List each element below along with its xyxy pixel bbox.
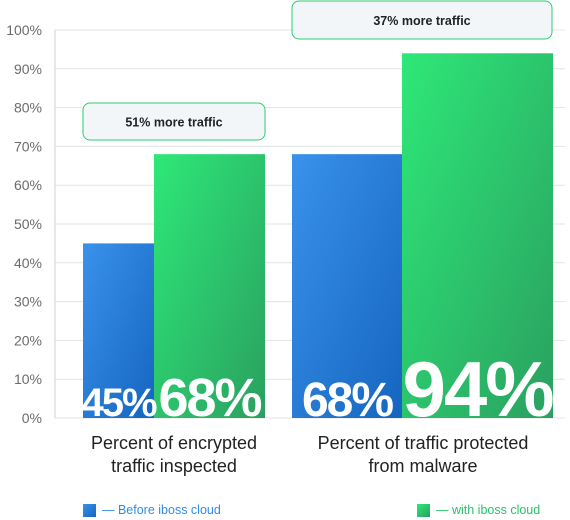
bar-value-label-with: 94% [402, 345, 553, 433]
y-tick-label: 20% [14, 332, 42, 348]
category-label: traffic inspected [111, 456, 237, 476]
bar-with [154, 154, 265, 418]
y-tick-label: 40% [14, 255, 42, 271]
y-tick-label: 60% [14, 177, 42, 193]
legend-swatch-before [83, 503, 96, 517]
legend-label-before: — Before iboss cloud [102, 503, 221, 517]
bar-value-labels: 45% 68% 68% 94% [81, 345, 555, 433]
bar-value-label-before: 45% [81, 381, 156, 425]
y-axis: 0% 10% 20% 30% 40% 50% 60% 70% 80% 90% 100% [6, 22, 56, 426]
legend-item-before: — Before iboss cloud [83, 502, 221, 518]
y-tick-label: 90% [14, 61, 42, 77]
category-label: from malware [368, 456, 477, 476]
bar-value-label-with: 68% [158, 368, 261, 428]
x-axis-categories: Percent of encrypted traffic inspected Per… [91, 433, 528, 476]
legend-label-with: — with iboss cloud [436, 503, 541, 517]
category-label: Percent of traffic protected [318, 433, 529, 453]
bar-before [292, 154, 402, 418]
legend-swatch-with [417, 503, 430, 517]
y-tick-label: 0% [22, 410, 42, 426]
bars [83, 53, 553, 418]
category-label: Percent of encrypted [91, 433, 257, 453]
y-tick-label: 70% [14, 138, 42, 154]
callout-box [291, 0, 553, 40]
y-tick-label: 30% [14, 294, 42, 310]
bar-value-label-before: 68% [302, 374, 393, 427]
bar-before [83, 243, 154, 418]
y-tick-label: 100% [6, 22, 42, 38]
y-tick-label: 50% [14, 216, 42, 232]
y-tick-label: 80% [14, 100, 42, 116]
callout-label: 51% more traffic [125, 116, 222, 130]
bar-with [402, 53, 553, 418]
callout-label: 37% more traffic [373, 14, 470, 28]
callouts: 51% more traffic 37% more traffic [82, 0, 553, 141]
legend-item-with: — with iboss cloud [417, 502, 540, 518]
callout-box [82, 102, 266, 141]
y-tick-label: 10% [14, 371, 42, 387]
